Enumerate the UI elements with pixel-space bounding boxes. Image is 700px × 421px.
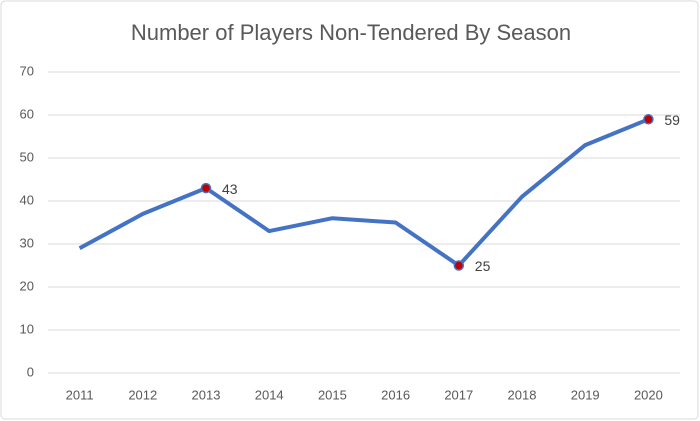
y-tick-label: 40 <box>20 192 34 207</box>
chart-title: Number of Players Non-Tendered By Season <box>131 20 571 45</box>
x-tick-label: 2018 <box>508 387 537 402</box>
y-tick-label: 10 <box>20 321 34 336</box>
y-tick-label: 30 <box>20 235 34 250</box>
data-label: 43 <box>222 181 238 197</box>
x-tick-label: 2013 <box>192 387 221 402</box>
data-marker <box>643 114 654 125</box>
data-label: 25 <box>475 258 491 274</box>
y-tick-label: 70 <box>20 63 34 78</box>
x-tick-label: 2014 <box>255 387 284 402</box>
x-tick-label: 2016 <box>381 387 410 402</box>
y-tick-label: 0 <box>27 364 34 379</box>
series-line <box>78 117 650 268</box>
x-tick-label: 2020 <box>634 387 663 402</box>
y-tick-label: 60 <box>20 106 34 121</box>
data-marker <box>453 260 465 271</box>
y-tick-label: 20 <box>20 278 34 293</box>
data-marker <box>200 182 212 194</box>
x-tick-label: 2011 <box>66 387 94 402</box>
x-tick-label: 2019 <box>571 387 600 402</box>
y-tick-label: 50 <box>20 149 34 164</box>
x-tick-label: 2017 <box>444 387 473 402</box>
data-label: 59 <box>664 112 680 128</box>
x-tick-label: 2012 <box>128 387 157 402</box>
x-tick-label: 2015 <box>318 387 347 402</box>
